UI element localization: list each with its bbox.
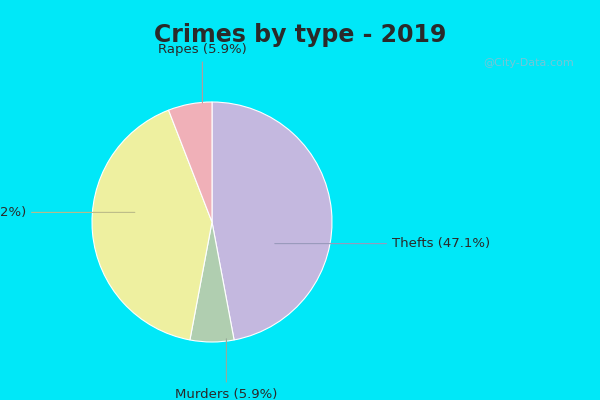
Text: Rapes (5.9%): Rapes (5.9%): [158, 43, 247, 103]
Wedge shape: [212, 102, 332, 340]
Text: Burglaries (41.2%): Burglaries (41.2%): [0, 206, 135, 219]
Wedge shape: [92, 110, 212, 340]
Text: Thefts (47.1%): Thefts (47.1%): [275, 237, 490, 250]
Wedge shape: [169, 102, 212, 222]
Text: Murders (5.9%): Murders (5.9%): [175, 339, 278, 400]
Wedge shape: [190, 222, 234, 342]
Text: Crimes by type - 2019: Crimes by type - 2019: [154, 23, 446, 47]
Text: @City-Data.com: @City-Data.com: [484, 58, 574, 68]
